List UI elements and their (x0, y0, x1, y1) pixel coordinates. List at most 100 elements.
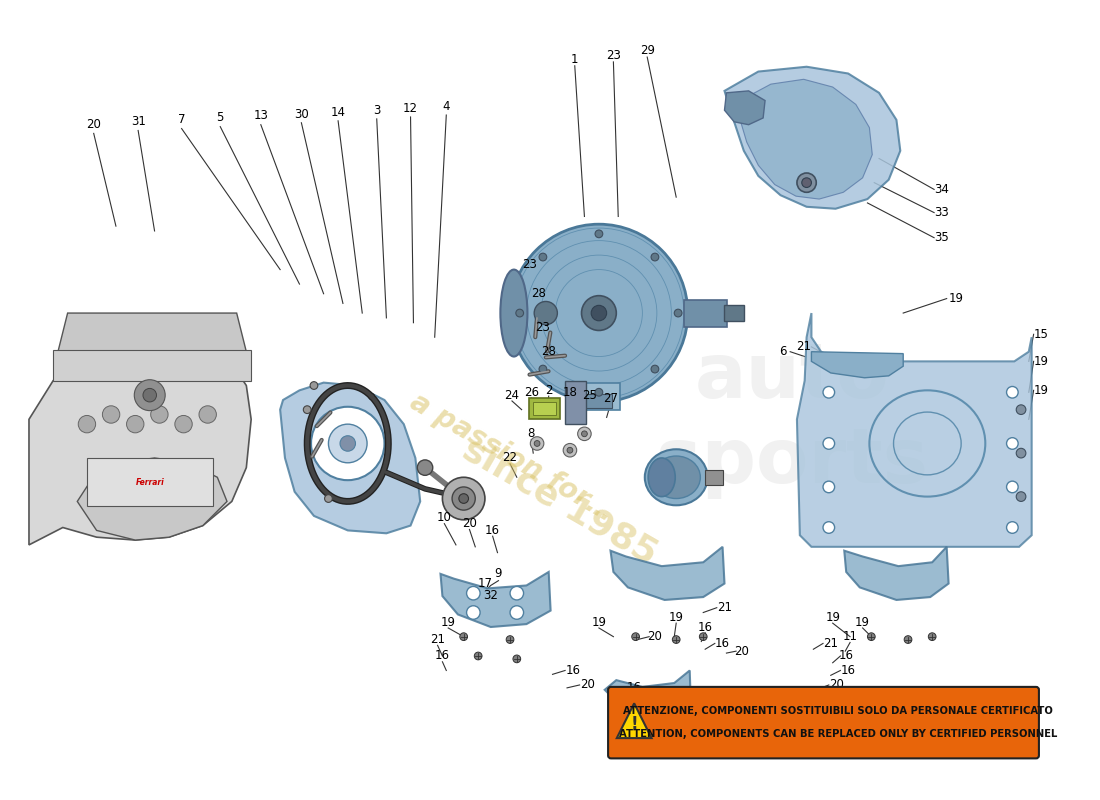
Circle shape (175, 415, 192, 433)
Text: 19: 19 (949, 292, 964, 305)
Text: 20: 20 (86, 118, 101, 131)
Circle shape (700, 633, 707, 641)
Circle shape (1016, 448, 1026, 458)
Text: 11: 11 (843, 630, 858, 643)
Text: a passion for…: a passion for… (405, 388, 619, 528)
Circle shape (459, 494, 469, 503)
Text: 19: 19 (825, 611, 840, 624)
Circle shape (539, 366, 547, 373)
Polygon shape (812, 352, 903, 378)
Text: 1: 1 (571, 54, 579, 66)
Circle shape (102, 406, 120, 423)
Text: 7: 7 (178, 114, 186, 126)
Polygon shape (280, 382, 420, 534)
Circle shape (460, 633, 467, 641)
Circle shape (513, 655, 520, 662)
Text: since 1985: since 1985 (458, 432, 663, 571)
Text: 14: 14 (331, 106, 345, 118)
Text: 20: 20 (580, 678, 595, 691)
Circle shape (595, 389, 603, 396)
Circle shape (329, 424, 367, 462)
Text: 21: 21 (430, 633, 446, 646)
Text: 4: 4 (442, 100, 450, 113)
Text: ATTENTION, COMPONENTS CAN BE REPLACED ONLY BY CERTIFIED PERSONNEL: ATTENTION, COMPONENTS CAN BE REPLACED ON… (619, 729, 1057, 739)
Text: 23: 23 (521, 258, 537, 271)
Text: Ferrari: Ferrari (135, 478, 164, 486)
Polygon shape (617, 703, 651, 738)
Circle shape (595, 230, 603, 238)
Circle shape (466, 586, 480, 600)
Circle shape (823, 438, 835, 450)
Circle shape (631, 633, 639, 641)
Text: 20: 20 (648, 630, 662, 643)
Polygon shape (796, 313, 1032, 547)
Circle shape (591, 306, 606, 321)
Circle shape (823, 386, 835, 398)
Text: 16: 16 (838, 650, 854, 662)
Circle shape (1006, 481, 1019, 493)
Circle shape (1006, 522, 1019, 534)
Polygon shape (739, 79, 872, 199)
Text: 3: 3 (373, 104, 381, 117)
Ellipse shape (648, 458, 675, 497)
Text: 27: 27 (603, 391, 618, 405)
Text: 19: 19 (669, 611, 684, 624)
Circle shape (672, 636, 680, 643)
Bar (87, 458, 212, 506)
Text: 33: 33 (935, 206, 949, 219)
Text: 10: 10 (437, 511, 452, 524)
Text: 16: 16 (840, 664, 856, 677)
Polygon shape (610, 547, 725, 600)
Bar (534, 402, 557, 415)
Text: 16: 16 (715, 637, 730, 650)
Text: 5: 5 (217, 111, 224, 125)
Polygon shape (440, 572, 551, 627)
Circle shape (510, 586, 524, 600)
Text: 31: 31 (131, 115, 145, 128)
Circle shape (674, 309, 682, 317)
Text: 34: 34 (934, 183, 949, 196)
Polygon shape (605, 670, 691, 712)
Text: 28: 28 (531, 287, 547, 300)
Text: ATTENZIONE, COMPONENTI SOSTITUIBILI SOLO DA PERSONALE CERTIFICATO: ATTENZIONE, COMPONENTI SOSTITUIBILI SOLO… (623, 706, 1053, 717)
Text: 18: 18 (562, 386, 578, 398)
Text: 19: 19 (1034, 355, 1048, 368)
Ellipse shape (652, 456, 701, 498)
Text: 21: 21 (717, 601, 732, 614)
Text: 24: 24 (505, 389, 519, 402)
Circle shape (510, 606, 524, 619)
Circle shape (151, 406, 168, 423)
FancyBboxPatch shape (608, 687, 1038, 758)
Bar (578, 382, 620, 410)
Text: 8: 8 (528, 427, 535, 440)
Text: 21: 21 (796, 340, 811, 354)
Circle shape (566, 447, 573, 453)
Circle shape (928, 633, 936, 641)
Circle shape (904, 636, 912, 643)
Circle shape (474, 652, 482, 660)
Bar (705, 470, 723, 485)
Circle shape (539, 253, 547, 261)
Text: 15: 15 (1034, 328, 1048, 341)
Circle shape (535, 302, 558, 325)
Circle shape (340, 436, 355, 451)
Circle shape (823, 522, 835, 534)
Polygon shape (725, 91, 766, 125)
Text: 19: 19 (441, 616, 455, 629)
Text: 35: 35 (935, 231, 949, 244)
Text: 2: 2 (544, 384, 552, 397)
Bar (684, 299, 727, 326)
Text: 22: 22 (503, 451, 517, 465)
Bar (725, 306, 744, 321)
Circle shape (535, 441, 540, 446)
Text: 20: 20 (735, 645, 749, 658)
Text: 13: 13 (253, 110, 268, 122)
Circle shape (506, 636, 514, 643)
Text: 26: 26 (524, 386, 539, 398)
Bar (585, 394, 613, 408)
Circle shape (823, 481, 835, 493)
Circle shape (199, 406, 217, 423)
Text: 9: 9 (495, 567, 503, 580)
Ellipse shape (645, 450, 707, 506)
Circle shape (530, 437, 543, 450)
